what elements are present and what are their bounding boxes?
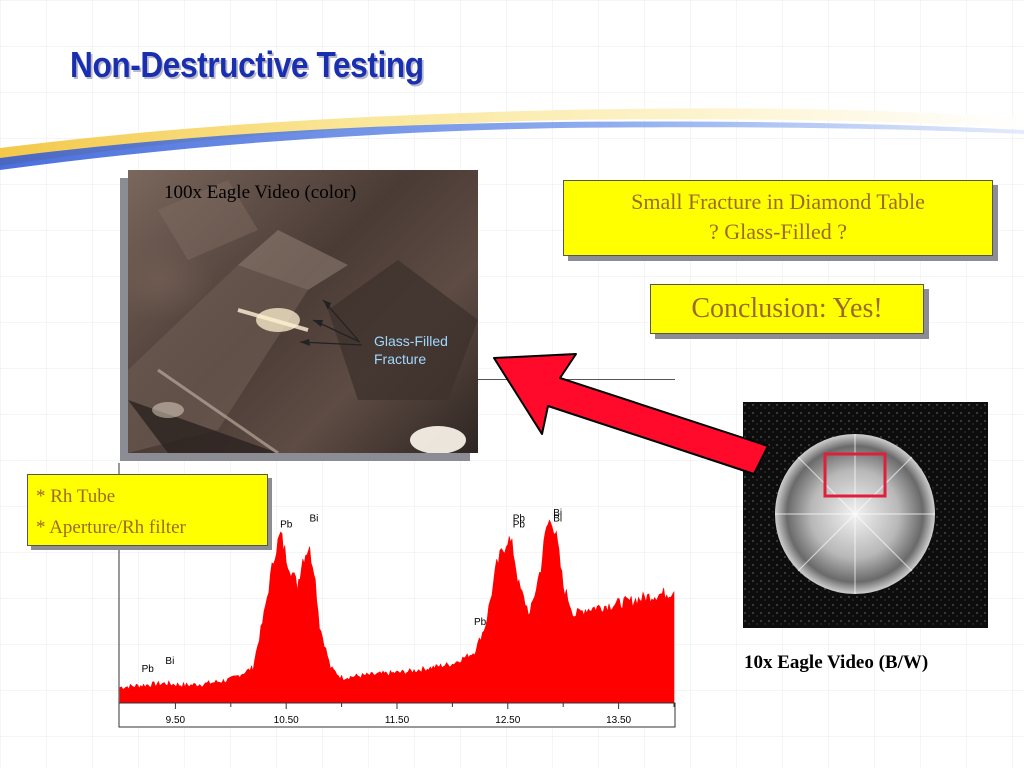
color-video-image: 100x Eagle Video (color) Glass-Filled Fr… [128,170,478,453]
x-tick-label: 11.50 [385,715,410,726]
peak-label: Bi [553,508,562,519]
fracture-callout-line2: ? Glass-Filled ? [708,219,848,244]
bw-video-caption: 10x Eagle Video (B/W) [744,652,929,673]
spectrum-series [119,519,675,704]
fracture-callout: Small Fracture in Diamond Table ? Glass-… [563,180,993,256]
tube-callout: * Rh Tube * Aperture/Rh filter [27,474,268,546]
chart-x-ticks: 9.50 10.50 11.50 12.50 13.50 [166,703,675,726]
color-video-caption: 100x Eagle Video (color) [164,182,357,203]
peak-label: Bi [553,514,562,525]
conclusion-callout: Conclusion: Yes! [650,284,924,334]
fracture-callout-line1: Small Fracture in Diamond Table [631,189,925,214]
glass-filled-label-line1: Glass-Filled [374,333,448,349]
spectrum-area [119,519,675,704]
peak-label: Bi [165,656,174,667]
red-arrow [493,353,769,475]
peak-label: Pb [280,520,293,531]
x-tick-label: 9.50 [166,715,186,726]
diamond-facets [128,180,478,453]
fracture-highlight-box [823,452,887,498]
peak-label: Pb [513,520,526,531]
peak-label: Pb [513,514,526,525]
title-swoosh [0,108,1024,170]
x-tick-label: 10.50 [274,715,299,726]
tube-callout-line1: * Rh Tube [36,486,116,507]
peak-label: Pb [142,664,155,675]
slide-title: Non-Destructive Testing [70,44,424,85]
glass-filled-label: Glass-Filled Fracture [374,332,448,368]
glass-filled-label-line2: Fracture [374,351,427,367]
bw-diamond-view [743,402,988,628]
peak-label: Pb [474,617,487,628]
peak-label: Bi [309,514,318,525]
x-tick-label: 13.50 [606,715,631,726]
x-tick-label: 12.50 [495,715,520,726]
divider-line [478,379,675,380]
tube-callout-line2: * Aperture/Rh filter [36,517,186,538]
xrf-spectrum-chart: 9.50 10.50 11.50 12.50 13.50 PbBiPbBiPbPbPbB… [118,463,676,728]
bw-video-image [743,402,988,628]
